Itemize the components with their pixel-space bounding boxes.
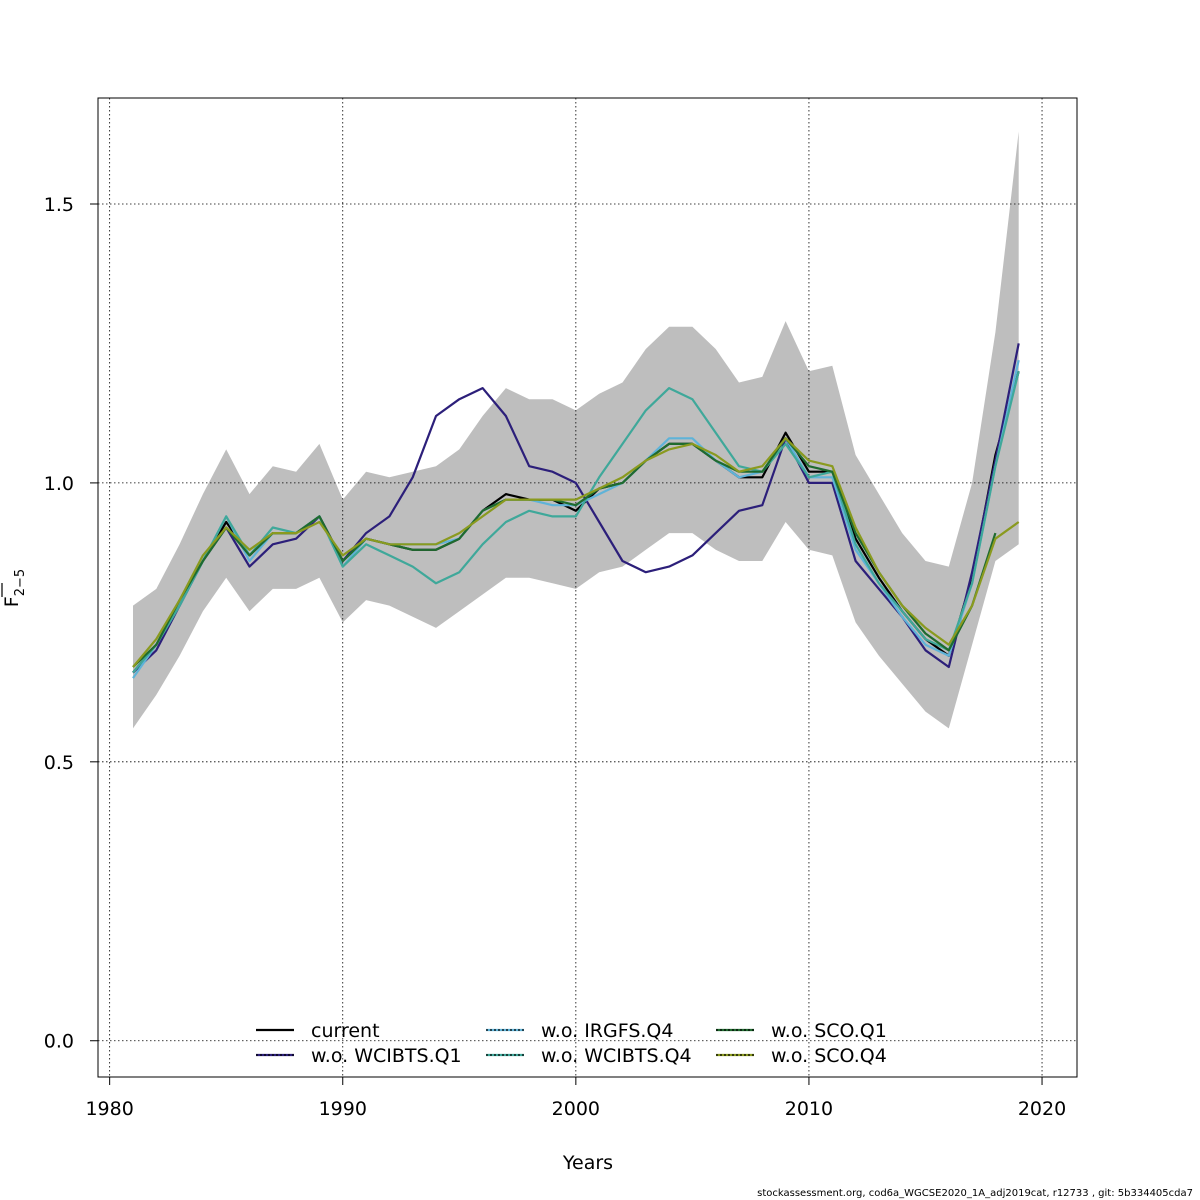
svg-text:F2−5: F2−5 [1, 569, 28, 607]
series-line-2 [132, 343, 1020, 674]
legend-label: w.o. SCO.Q4 [771, 1045, 887, 1067]
y-axis-title: F2−5 [1, 569, 28, 607]
plot-frame [97, 97, 1078, 1078]
confidence-band [133, 131, 1019, 729]
x-tick-label: 2000 [552, 1098, 600, 1120]
x-tick-label: 2020 [1018, 1098, 1066, 1120]
series-line-6 [132, 437, 1020, 668]
legend-label: w.o. SCO.Q1 [771, 1020, 887, 1042]
legend-label: current [311, 1020, 380, 1042]
x-tick-label: 1990 [319, 1098, 367, 1120]
grid-layer [98, 98, 1077, 1077]
legend-label: w.o. WCIBTS.Q4 [541, 1045, 692, 1067]
confidence-band-layer [133, 131, 1019, 729]
y-axis: 0.0 0.5 1.0 1.5 [44, 194, 98, 1053]
legend-label: w.o. WCIBTS.Q1 [311, 1045, 462, 1067]
series-line-4 [132, 371, 1020, 674]
y-tick-label: 1.5 [44, 194, 74, 216]
x-tick-label: 1980 [85, 1098, 133, 1120]
y-axis-title-subscript: 2−5 [13, 569, 28, 596]
x-tick-label: 2010 [785, 1098, 833, 1120]
legend: current w.o. WCIBTS.Q1 w.o. IRGFS.Q4 w.o. W… [256, 1020, 887, 1067]
x-axis: 1980 1990 2000 2010 2020 [85, 1077, 1066, 1120]
y-tick-label: 1.0 [44, 473, 74, 495]
footer-credit: stockassessment.org, cod6a_WGCSE2020_1A_… [757, 1188, 1193, 1199]
y-tick-label: 0.0 [44, 1031, 74, 1053]
x-axis-title: Years [562, 1152, 613, 1174]
legend-label: w.o. IRGFS.Q4 [541, 1020, 673, 1042]
y-axis-title-main: F [1, 596, 23, 607]
series-layer [132, 343, 1020, 679]
y-tick-label: 0.5 [44, 752, 74, 774]
